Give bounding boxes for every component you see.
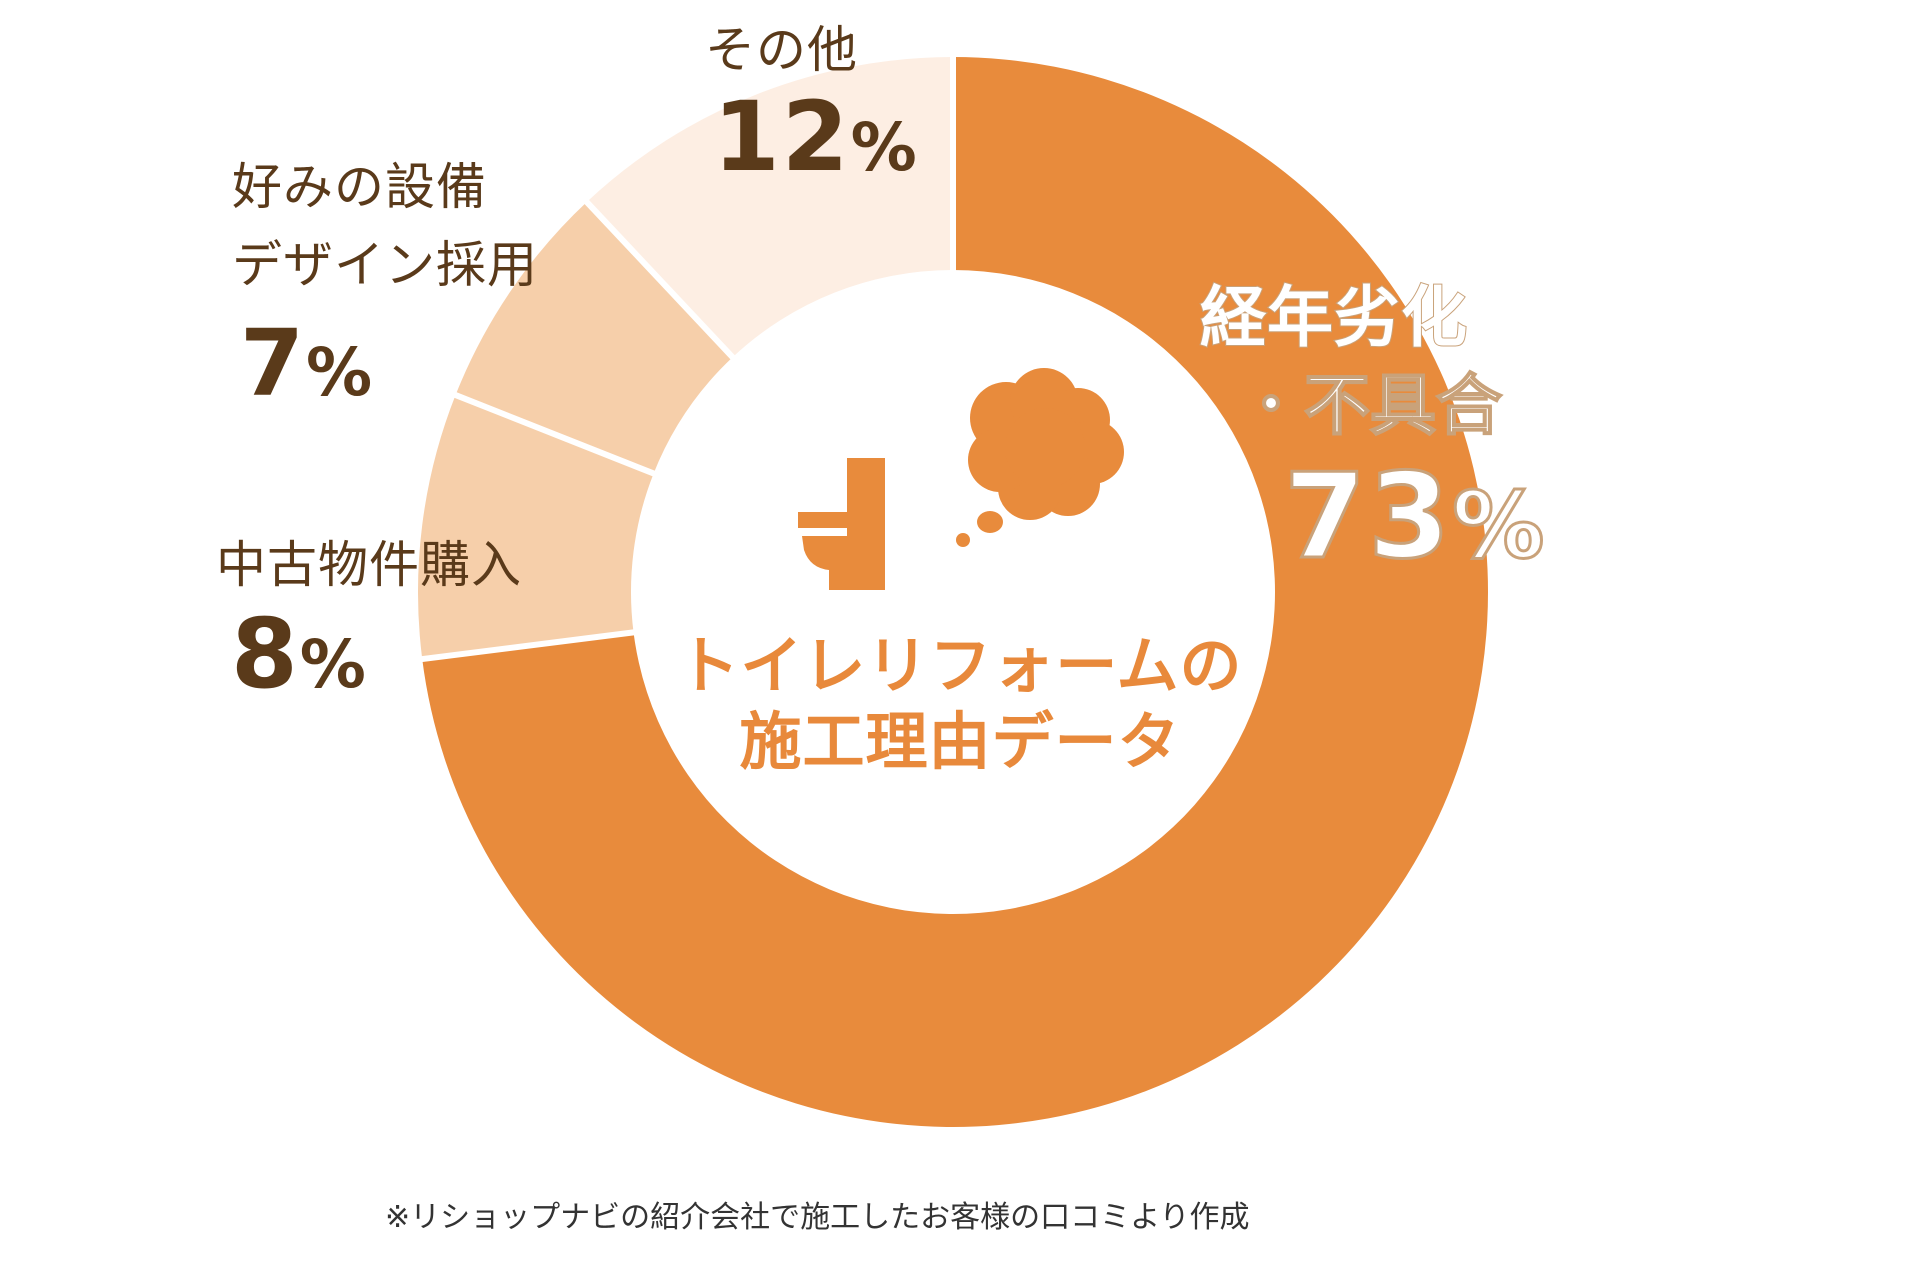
segment-4 bbox=[586, 57, 953, 358]
center-title-line1: トイレリフォームの bbox=[677, 629, 1243, 702]
label-aging-defect: 経年劣化 ・不具合 73% bbox=[1199, 279, 1547, 585]
segment-divider bbox=[419, 629, 636, 663]
label-pref-name-line2: デザイン採用 bbox=[232, 236, 538, 294]
label-other: その他 12% bbox=[705, 25, 919, 185]
label-used-value: 8% bbox=[231, 598, 368, 710]
label-preferred-design: 好みの設備 デザイン採用 7% bbox=[232, 162, 538, 410]
center-title: トイレリフォームの 施工理由データ bbox=[660, 628, 1260, 779]
toilet-thought-bubble-icon bbox=[798, 368, 1124, 590]
center-title-line2: 施工理由データ bbox=[739, 704, 1181, 778]
donut-segments bbox=[418, 55, 1488, 1127]
label-main-name-line1: 経年劣化 bbox=[1199, 279, 1468, 356]
segment-3 bbox=[455, 202, 733, 474]
segment-2 bbox=[418, 395, 654, 660]
label-other-name: その他 bbox=[705, 21, 858, 79]
label-used-property: 中古物件購入 8% bbox=[216, 540, 522, 702]
label-pref-name-line1: 好みの設備 bbox=[232, 158, 487, 216]
segment-1 bbox=[422, 57, 1488, 1127]
segment-divider bbox=[583, 198, 737, 361]
segment-divider bbox=[452, 391, 657, 477]
label-pref-value: 7% bbox=[240, 310, 375, 417]
label-used-name: 中古物件購入 bbox=[216, 536, 522, 594]
label-main-name-line2: ・不具合 bbox=[1237, 367, 1503, 444]
footnote: ※リショップナビの紹介会社で施工したお客様の口コミより作成 bbox=[385, 1200, 1250, 1235]
thought-bubble-icon bbox=[956, 368, 1124, 547]
label-other-value: 12% bbox=[713, 81, 919, 193]
toilet-icon bbox=[798, 458, 885, 590]
label-main-value: 73% bbox=[1282, 447, 1547, 585]
